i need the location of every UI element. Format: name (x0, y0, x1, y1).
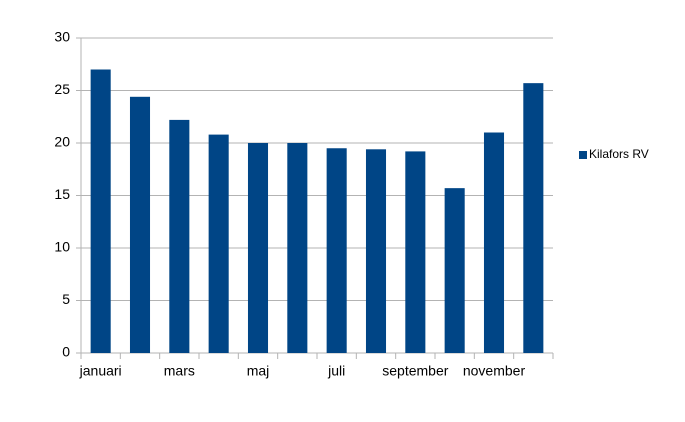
bar (365, 149, 387, 353)
y-tick-label: 20 (54, 134, 70, 150)
bar (208, 134, 229, 353)
y-tick-label: 15 (54, 186, 70, 202)
y-tick-label: 25 (54, 81, 70, 97)
x-tick-label: mars (164, 363, 195, 379)
bar (523, 83, 544, 354)
bar (129, 96, 151, 354)
bar (405, 151, 426, 353)
x-tick-label: juli (327, 363, 345, 379)
y-tick-label: 10 (54, 239, 70, 255)
x-tick-label: november (463, 363, 526, 379)
x-tick-label: januari (79, 363, 122, 379)
legend-swatch (579, 151, 587, 159)
legend-label: Kilafors RV (589, 147, 649, 161)
bar (247, 143, 269, 353)
bar (483, 132, 505, 353)
y-tick-label: 0 (62, 344, 70, 360)
bar (287, 143, 308, 353)
x-tick-label: maj (247, 363, 270, 379)
bar (169, 119, 190, 354)
y-tick-label: 30 (54, 29, 70, 45)
bar (444, 188, 465, 353)
bar (326, 148, 347, 353)
x-tick-label: september (382, 363, 448, 379)
bar (90, 69, 111, 353)
y-tick-label: 5 (62, 291, 70, 307)
